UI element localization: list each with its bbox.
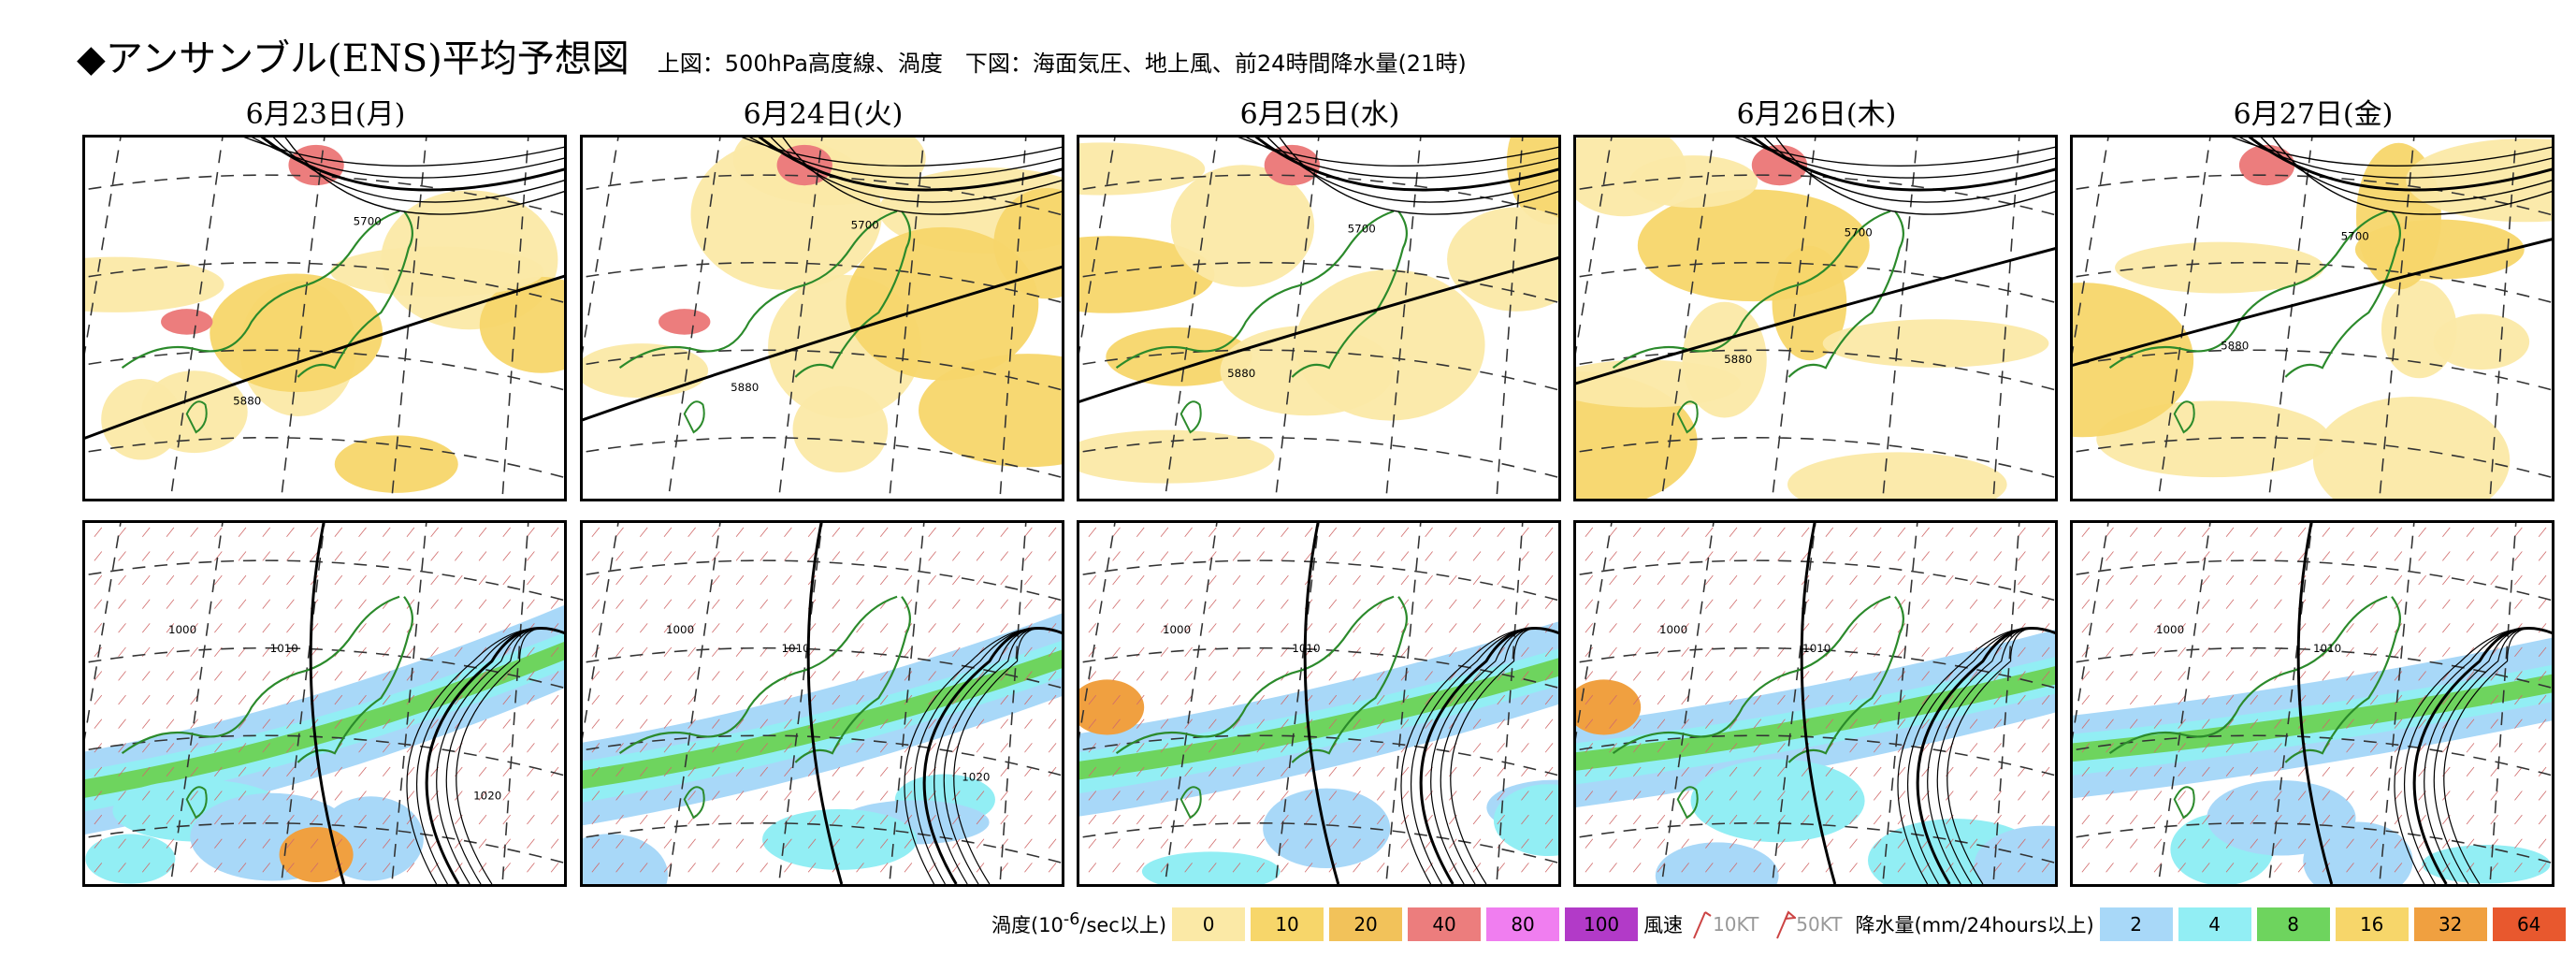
legend-precip-label: 降水量(mm/24hours以上) (1855, 914, 2094, 936)
upper-map-500hpa: 5700 5880 (82, 135, 567, 501)
legend-wind-50kt: 50KT (1772, 908, 1843, 940)
page-header: ◆アンサンブル(ENS)平均予想図 上図：500hPa高度線、渦度 下図：海面気… (77, 28, 1467, 84)
lower-map-surface: 1000 1010 (1077, 520, 1561, 887)
day-label: 6月26日(木) (1736, 98, 1897, 131)
legend-vorticity-swatch: 20 (1329, 907, 1403, 941)
svg-text:5880: 5880 (731, 381, 759, 394)
lower-map-canvas: 1000 1010 1020 (85, 523, 564, 884)
svg-text:1000: 1000 (2156, 623, 2184, 636)
svg-text:5880: 5880 (1724, 353, 1752, 366)
svg-text:5700: 5700 (354, 215, 382, 228)
day-label: 6月23日(月) (245, 98, 406, 131)
svg-text:5700: 5700 (1845, 225, 1873, 239)
legend-vorticity-label: 渦度(10-6/sec以上) (991, 910, 1167, 936)
svg-text:5700: 5700 (851, 219, 879, 232)
day-label: 6月25日(水) (1239, 98, 1400, 131)
lower-map-canvas: 1000 1010 (2073, 523, 2552, 884)
legend-vorticity-swatch: 100 (1565, 907, 1639, 941)
upper-map-canvas: 5700 5880 (1576, 138, 2055, 499)
svg-text:1000: 1000 (666, 623, 694, 636)
legend-precip-swatch: 8 (2256, 907, 2330, 941)
svg-text:1010: 1010 (2313, 642, 2341, 655)
legend-precip-swatch: 4 (2178, 907, 2251, 941)
svg-text:1010: 1010 (1292, 642, 1320, 655)
page-subtitle: 上図：500hPa高度線、渦度 下図：海面気圧、地上風、前24時間降水量(21時… (657, 51, 1467, 77)
upper-map-500hpa: 5700 5880 (580, 135, 1064, 501)
wind-barb-50kt-icon (1776, 910, 1797, 939)
lower-map-surface: 1000 1010 (2070, 520, 2554, 887)
svg-text:1010: 1010 (270, 642, 298, 655)
svg-text:1000: 1000 (168, 623, 196, 636)
day-label: 6月27日(金) (2233, 98, 2394, 131)
legend-vorticity-swatch: 80 (1486, 907, 1560, 941)
day-label: 6月24日(火) (743, 98, 904, 131)
upper-map-500hpa: 5700 5880 (2070, 135, 2554, 501)
lower-map-surface: 1000 1010 1020 (580, 520, 1064, 887)
legend-precip-swatch: 16 (2335, 907, 2409, 941)
legend-vorticity-swatch: 40 (1408, 907, 1482, 941)
legend-precip-swatch: 2 (2099, 907, 2173, 941)
svg-text:1000: 1000 (1163, 623, 1191, 636)
svg-text:5700: 5700 (2341, 229, 2369, 242)
legend-precip-swatch: 64 (2492, 907, 2566, 941)
legend-vorticity-swatch: 10 (1251, 907, 1324, 941)
lower-map-canvas: 1000 1010 (1576, 523, 2055, 884)
legend-wind-label: 風速 (1643, 914, 1684, 936)
upper-map-canvas: 5700 5880 (583, 138, 1062, 499)
lower-map-canvas: 1000 1010 (1079, 523, 1558, 884)
upper-map-canvas: 5700 5880 (85, 138, 564, 499)
page-title: ◆アンサンブル(ENS)平均予想図 (77, 37, 630, 80)
svg-text:5880: 5880 (2221, 340, 2249, 353)
svg-text:5880: 5880 (1227, 367, 1255, 380)
upper-map-500hpa: 5700 5880 (1573, 135, 2058, 501)
legend-vorticity-swatch: 0 (1172, 907, 1246, 941)
legend: 渦度(10-6/sec以上) 0 10 20 40 80 100 風速 10KT 50KT… (991, 906, 2571, 943)
svg-text:1020: 1020 (962, 771, 990, 784)
svg-text:5700: 5700 (1348, 222, 1376, 235)
wind-barb-10kt-icon (1693, 911, 1712, 939)
legend-precip-swatch: 32 (2413, 907, 2487, 941)
lower-map-surface: 1000 1010 1020 (82, 520, 567, 887)
upper-map-canvas: 5700 5880 (1079, 138, 1558, 499)
svg-text:1010: 1010 (782, 642, 810, 655)
svg-text:5880: 5880 (233, 395, 261, 408)
svg-text:1010: 1010 (1802, 642, 1831, 655)
upper-map-canvas: 5700 5880 (2073, 138, 2552, 499)
lower-map-canvas: 1000 1010 1020 (583, 523, 1062, 884)
svg-text:1000: 1000 (1659, 623, 1687, 636)
legend-wind-10kt: 10KT (1688, 908, 1758, 940)
svg-text:1020: 1020 (473, 789, 501, 802)
upper-map-500hpa: 5700 5880 (1077, 135, 1561, 501)
lower-map-surface: 1000 1010 (1573, 520, 2058, 887)
